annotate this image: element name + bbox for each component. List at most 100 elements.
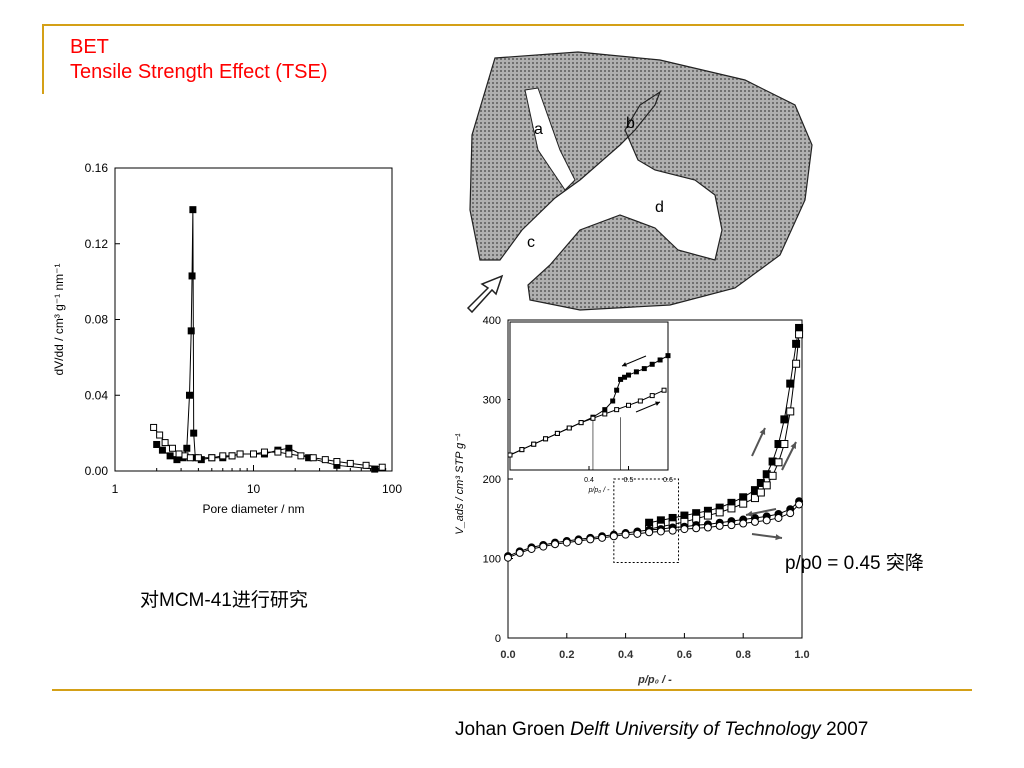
inset-data-point	[566, 425, 572, 431]
inflow-arrow-icon	[466, 274, 504, 314]
data-point	[774, 440, 783, 449]
series-line-0	[649, 327, 800, 524]
inset-frame	[509, 321, 669, 471]
inset-x-axis-label: p/p₀ / -	[588, 487, 611, 494]
data-point	[633, 527, 642, 536]
inset-x-tick-label: 0.4	[584, 477, 594, 484]
inset-series-line-0	[509, 355, 669, 456]
data-point	[750, 513, 759, 522]
data-point	[792, 359, 801, 368]
data-point	[161, 439, 169, 447]
inset-data-point	[554, 430, 560, 436]
data-point	[680, 522, 689, 531]
data-point	[692, 514, 701, 523]
inset-data-point	[614, 387, 620, 393]
data-point	[527, 543, 536, 552]
data-point	[786, 509, 795, 518]
x-tick-label: 0.4	[618, 649, 634, 661]
inset-data-point	[661, 387, 667, 393]
data-point	[762, 516, 771, 525]
data-point	[715, 508, 724, 517]
direction-arrow-icon	[781, 441, 797, 471]
data-point	[362, 461, 370, 469]
data-point	[774, 513, 783, 522]
inset-data-point	[618, 376, 624, 382]
arrowhead-icon	[790, 442, 796, 449]
inset-data-point	[531, 441, 537, 447]
data-point	[692, 521, 701, 530]
data-point	[208, 454, 216, 462]
data-point	[680, 525, 689, 534]
y-tick-label: 200	[483, 474, 501, 486]
data-point	[727, 521, 736, 530]
data-point	[762, 481, 771, 490]
x-tick-label: 100	[382, 482, 402, 496]
data-point	[219, 452, 227, 460]
data-point	[228, 452, 236, 460]
inset-data-point	[507, 452, 513, 458]
inset-data-point	[626, 402, 631, 408]
data-point	[727, 517, 736, 526]
data-point	[181, 452, 189, 460]
inset-data-point	[507, 452, 513, 458]
data-point	[703, 523, 712, 532]
data-point	[739, 499, 748, 508]
inset-data-point	[614, 407, 620, 413]
footer-year: 2007	[826, 719, 869, 740]
data-point	[166, 452, 174, 460]
direction-arrow-icon	[745, 508, 777, 516]
data-point	[219, 454, 227, 462]
data-point	[621, 529, 630, 538]
y-tick-label: 0.08	[85, 313, 109, 327]
data-point	[285, 444, 293, 452]
footer-author: Johan Groen	[455, 719, 565, 740]
data-point	[168, 444, 176, 452]
data-point	[668, 523, 677, 532]
data-point	[715, 518, 724, 527]
data-point	[680, 511, 689, 520]
inset-data-point	[590, 415, 596, 421]
data-point	[333, 461, 341, 469]
data-point	[598, 533, 607, 542]
diagram-label-a: a	[534, 121, 543, 138]
data-point	[645, 518, 654, 527]
inset-data-point	[543, 436, 549, 442]
data-point	[786, 407, 795, 416]
data-point	[183, 444, 191, 452]
footer-rule	[52, 689, 972, 691]
data-point	[309, 454, 317, 462]
inset-data-point	[578, 420, 584, 426]
series-line-2	[507, 500, 800, 557]
data-point	[609, 532, 618, 541]
inset-data-point	[531, 441, 537, 447]
data-point	[539, 540, 548, 549]
slide-title-line2: Tensile Strength Effect (TSE)	[70, 61, 328, 83]
data-point	[551, 538, 560, 547]
data-point	[774, 509, 783, 518]
data-point	[762, 470, 771, 479]
data-point	[645, 525, 654, 534]
data-point	[692, 509, 701, 518]
data-point	[236, 450, 244, 458]
data-point	[260, 448, 268, 456]
y-tick-label: 0.00	[85, 464, 109, 478]
y-tick-label: 0.04	[85, 388, 109, 402]
pore-diagram: a b c d	[466, 51, 813, 314]
data-point	[668, 513, 677, 522]
inset-data-point	[554, 430, 560, 436]
data-point	[750, 517, 759, 526]
data-point	[228, 452, 236, 460]
data-point	[795, 323, 804, 332]
data-point	[727, 504, 736, 513]
data-point	[795, 497, 804, 506]
direction-arrow-icon	[751, 427, 766, 457]
header-rule	[42, 24, 964, 26]
inset-direction-arrow-icon	[635, 401, 661, 413]
data-point	[656, 516, 665, 525]
data-point	[750, 494, 759, 503]
data-point	[515, 547, 524, 556]
data-point	[539, 542, 548, 551]
x-tick-label: 1.0	[794, 649, 809, 661]
series-line-1	[649, 334, 800, 530]
y-tick-label: 300	[483, 395, 501, 407]
